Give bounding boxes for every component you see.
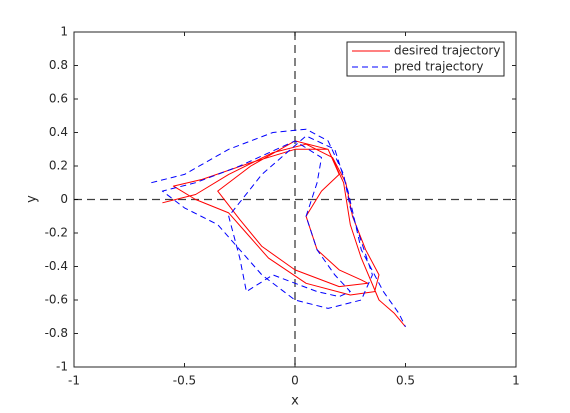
legend-label: pred trajectory	[394, 60, 484, 74]
y-tick-label: -0.2	[45, 226, 68, 240]
x-tick-label: -0.5	[173, 374, 196, 388]
x-tick-label: 0.5	[396, 374, 415, 388]
y-tick-label: 1	[60, 25, 68, 39]
y-tick-label: 0.6	[49, 92, 68, 106]
x-tick-label: 0	[291, 374, 299, 388]
y-tick-label: -0.4	[45, 259, 68, 273]
y-tick-label: -1	[56, 360, 68, 374]
y-tick-label: -0.6	[45, 293, 68, 307]
x-axis-label: x	[291, 394, 299, 409]
trajectory-line	[151, 128, 406, 328]
y-tick-label: 0.2	[49, 159, 68, 173]
y-tick-label: 0	[60, 192, 68, 206]
trajectory-line	[162, 140, 406, 328]
legend-box	[346, 41, 505, 77]
x-tick-label: 1	[512, 374, 520, 388]
legend-label: desired trajectory	[394, 44, 500, 58]
x-tick-label: -1	[68, 374, 80, 388]
y-tick-label: 0.8	[49, 58, 68, 72]
y-tick-label: -0.8	[45, 326, 68, 340]
y-axis-label: y	[25, 195, 40, 203]
y-tick-label: 0.4	[49, 125, 68, 139]
